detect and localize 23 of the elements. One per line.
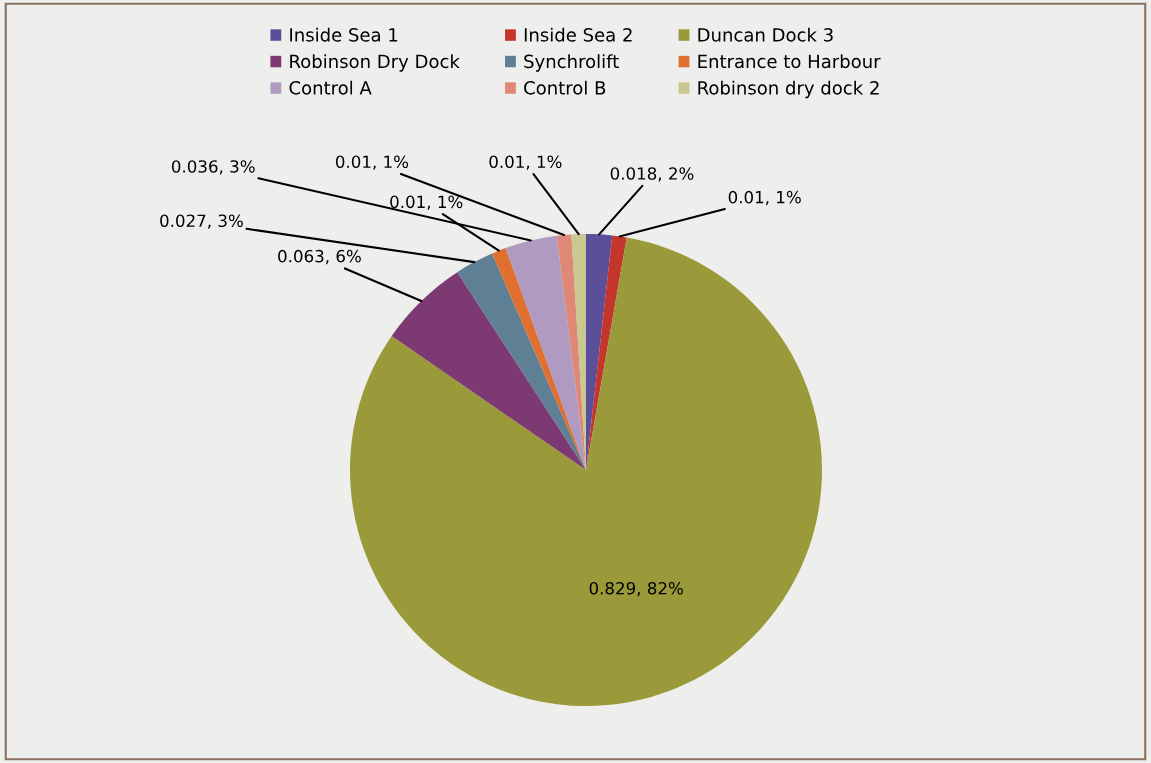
data-label: 0.018, 2% — [610, 167, 694, 182]
data-label: 0.829, 82% — [589, 581, 683, 597]
legend-label: Inside Sea 2 — [524, 27, 632, 42]
legend-label: Synchrolift — [524, 54, 619, 72]
legend-label: Robinson Dry Dock — [290, 54, 460, 72]
pie-slice — [586, 235, 627, 470]
legend-label: Duncan Dock 3 — [698, 27, 833, 42]
pie-slice — [391, 272, 586, 470]
data-label: 0.01, 1% — [335, 155, 409, 170]
data-label: 0.027, 3% — [160, 214, 243, 229]
legend-label: Robinson dry dock 2 — [698, 80, 879, 99]
legend-label: Control B — [524, 80, 606, 95]
pie-slice — [505, 235, 586, 470]
data-label: 0.01, 1% — [489, 155, 562, 170]
data-label: 0.063, 6% — [278, 249, 361, 265]
data-label: 0.01, 1% — [390, 195, 463, 210]
pie-slice — [457, 253, 586, 470]
data-label: 0.036, 3% — [171, 160, 255, 175]
legend-label: Inside Sea 1 — [290, 27, 398, 42]
pie-slice — [492, 248, 586, 470]
data-label: 0.01, 1% — [728, 190, 801, 206]
legend-label: Control A — [289, 80, 372, 95]
legend-label: Entrance to Harbour — [698, 54, 881, 69]
